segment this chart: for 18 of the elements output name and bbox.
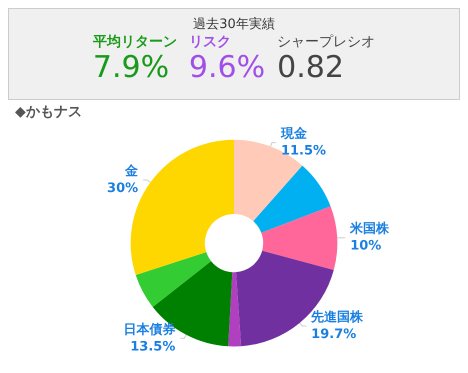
text: リスク <box>188 33 232 51</box>
slice-label: 金 <box>124 164 140 179</box>
data-label: 10% <box>350 238 382 254</box>
text: シャープレシオ <box>277 33 376 51</box>
text: 0.82 <box>277 50 345 85</box>
text: 平均リターン <box>92 33 177 51</box>
slice-label: 先進国株 <box>310 310 364 326</box>
chart-title: ◆かもナス <box>15 104 82 120</box>
data-label: 11.5% <box>280 144 326 159</box>
slice-label: 現金 <box>280 126 308 142</box>
text: 過去30年実績 <box>192 16 276 33</box>
data-label: 13.5% <box>130 339 176 354</box>
text: 7.9% <box>92 50 170 85</box>
data-label: 30% <box>107 181 138 196</box>
data-label: 19.7% <box>311 327 356 342</box>
slice-label: 米国株 <box>349 222 390 237</box>
slice-label: 日本債券 <box>123 322 176 338</box>
text: 9.6% <box>188 50 266 85</box>
